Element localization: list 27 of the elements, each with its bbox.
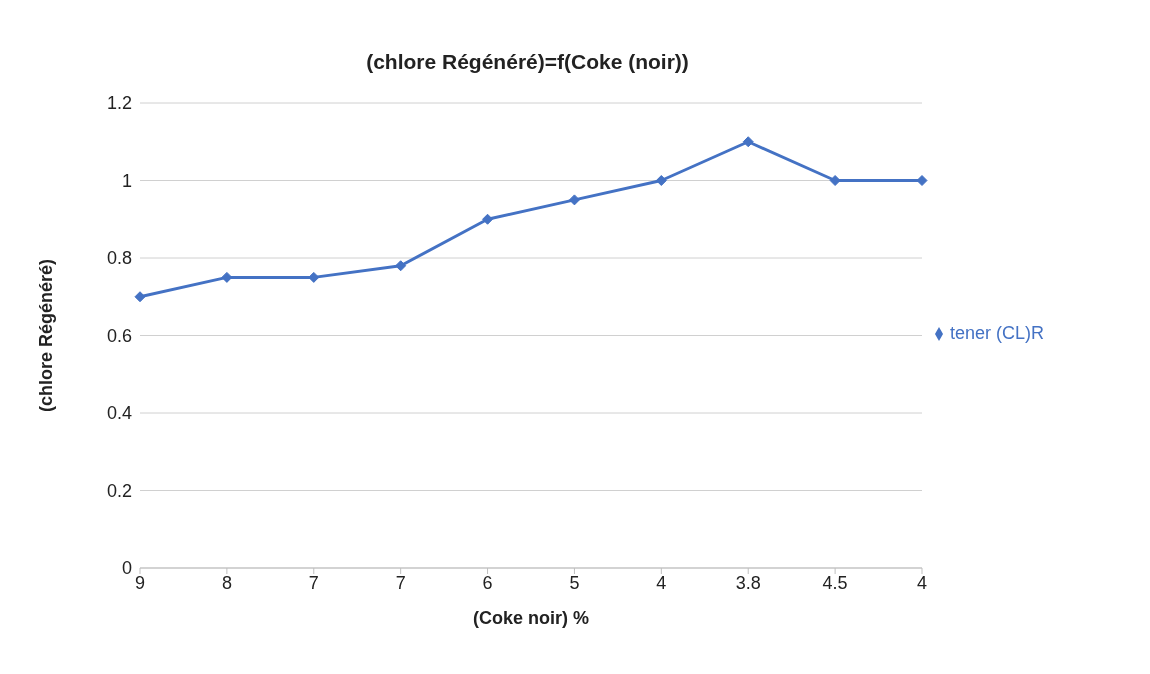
x-tick-label: 4.5 bbox=[822, 572, 848, 593]
y-tick-label: 0.2 bbox=[106, 480, 132, 501]
y-tick-label: 0.8 bbox=[106, 248, 132, 269]
x-tick-label: 6 bbox=[482, 572, 493, 593]
y-tick-label: 0.6 bbox=[106, 325, 132, 346]
x-tick-label: 5 bbox=[569, 572, 580, 593]
y-tick-label: 1 bbox=[121, 170, 132, 191]
y-tick-label: 0.4 bbox=[106, 403, 132, 424]
y-axis-title: (chlore Régénéré) bbox=[36, 258, 57, 413]
legend-label: tener (CL)R bbox=[950, 322, 1045, 343]
x-tick-label: 4 bbox=[656, 572, 667, 593]
x-axis-title: (Coke noir) % bbox=[472, 608, 590, 628]
point bbox=[482, 213, 494, 225]
chart-title: (chlore Régénéré)=f(Coke (noir)) bbox=[365, 50, 690, 74]
x-tick-label: 8 bbox=[221, 572, 232, 593]
point bbox=[742, 136, 754, 148]
x-tick-label: 9 bbox=[134, 572, 146, 593]
x-tick-label: 3.8 bbox=[735, 572, 761, 593]
x-tick-label: 4 bbox=[916, 572, 928, 593]
point bbox=[134, 291, 146, 303]
x-tick-label: 7 bbox=[395, 572, 406, 593]
x-tick-label: 7 bbox=[308, 572, 319, 593]
y-tick-label: 1.2 bbox=[106, 93, 132, 114]
point bbox=[395, 260, 407, 272]
point bbox=[568, 194, 580, 206]
y-tick-label: 0 bbox=[121, 558, 132, 579]
point bbox=[655, 175, 667, 186]
